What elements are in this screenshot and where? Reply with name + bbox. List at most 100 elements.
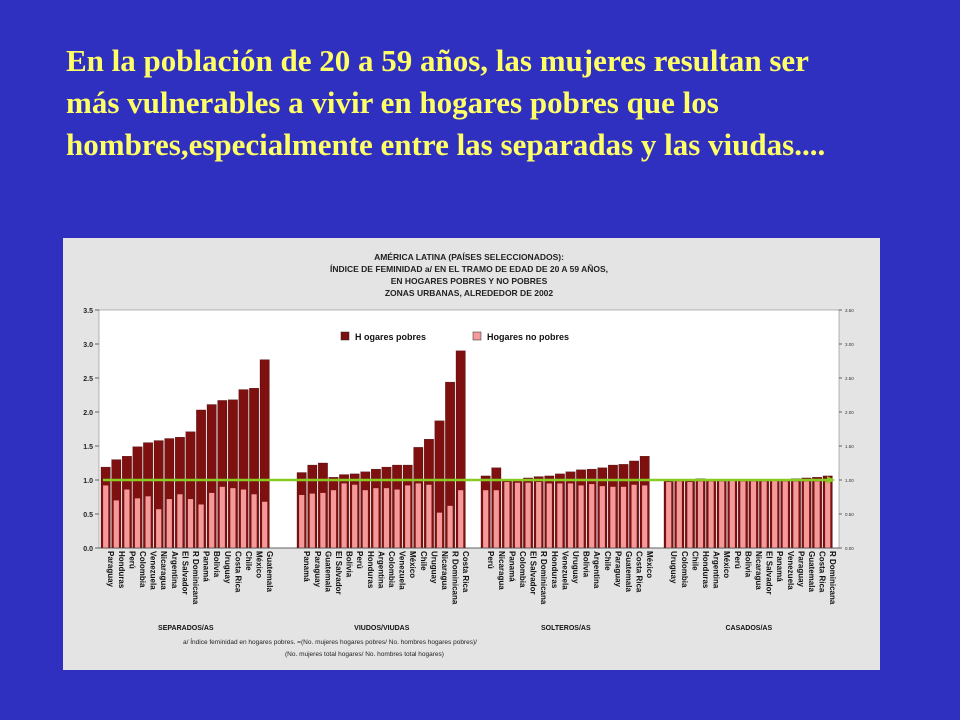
bar-nonpoor-1-3	[330, 490, 337, 548]
x-tick-label: El Salvador	[529, 551, 538, 595]
y-tick-label-left: 3.0	[83, 342, 93, 349]
x-tick-label: Paraguay	[796, 551, 805, 588]
bar-nonpoor-2-12	[610, 486, 616, 548]
x-tick-label: Guatemala	[807, 551, 816, 592]
bar-nonpoor-0-14	[251, 494, 257, 548]
x-tick-label: Paraguay	[313, 551, 322, 588]
reference-line-arrow	[827, 476, 835, 484]
x-tick-label: El Salvador	[334, 551, 343, 595]
x-tick-label: Perú	[355, 551, 364, 569]
x-tick-label: Argentina	[376, 551, 385, 589]
bar-nonpoor-2-6	[546, 483, 552, 548]
x-tick-label: Bolivia	[743, 551, 752, 578]
x-tick-label: Nicaragua	[754, 551, 763, 590]
y-tick-label-left: 2.0	[83, 410, 93, 417]
chart-title-line: ZONAS URBANAS, ALREDEDOR DE 2002	[385, 288, 554, 298]
x-tick-label: Venezuela	[786, 551, 795, 590]
bar-nonpoor-0-4	[145, 496, 151, 548]
x-tick-label: Bolivia	[345, 551, 354, 578]
bar-nonpoor-2-0	[483, 490, 489, 548]
x-tick-label: Nicaragua	[440, 551, 449, 590]
x-tick-label: Panamá	[507, 551, 516, 582]
bar-nonpoor-0-2	[124, 489, 130, 548]
x-tick-label: Uruguay	[223, 551, 232, 584]
bar-nonpoor-0-0	[103, 485, 109, 548]
chart-panel: AMÉRICA LATINA (PAÍSES SELECCIONADOS): ÍN…	[63, 238, 880, 670]
y-tick-label-right: 3.50	[845, 308, 854, 313]
group-label: SOLTEROS/AS	[541, 625, 591, 632]
bar-nonpoor-2-3	[514, 482, 521, 548]
legend-swatch-nonpoor	[472, 331, 482, 341]
bar-nonpoor-3-10	[772, 480, 778, 548]
bar-nonpoor-2-8	[567, 483, 574, 548]
x-tick-label: R Dominicana	[828, 551, 837, 605]
x-tick-label: Argentina	[592, 551, 601, 589]
x-tick-label: Bolivia	[582, 551, 591, 578]
x-tick-label: El Salvador	[180, 551, 189, 595]
legend-label-nonpoor: Hogares no pobres	[487, 332, 569, 342]
bar-nonpoor-1-13	[436, 512, 443, 548]
y-tick-label-left: 1.0	[83, 478, 93, 485]
bar-nonpoor-1-4	[341, 483, 347, 548]
bar-nonpoor-1-12	[426, 484, 432, 548]
bar-nonpoor-1-2	[320, 492, 326, 548]
bar-nonpoor-2-9	[578, 485, 584, 548]
bar-nonpoor-2-11	[599, 486, 605, 548]
bar-nonpoor-3-11	[782, 481, 788, 548]
x-tick-label: Panamá	[302, 551, 311, 582]
bar-nonpoor-1-10	[405, 485, 411, 548]
bar-nonpoor-3-5	[719, 481, 725, 548]
bar-nonpoor-2-5	[536, 482, 542, 548]
bar-nonpoor-3-12	[793, 481, 799, 548]
x-tick-label: México	[408, 551, 417, 578]
group-label: SEPARADOS/AS	[158, 625, 214, 632]
bar-nonpoor-1-1	[309, 493, 315, 548]
bar-nonpoor-2-4	[525, 482, 531, 548]
x-tick-label: Honduras	[701, 551, 710, 589]
x-tick-label: Honduras	[117, 551, 126, 589]
bar-nonpoor-1-0	[299, 494, 305, 548]
x-tick-label: Costa Rica	[461, 551, 470, 593]
x-tick-label: R Dominicana	[539, 551, 548, 605]
group-label: CASADOS/AS	[725, 625, 772, 632]
x-tick-label: Nicaragua	[159, 551, 168, 590]
bar-nonpoor-0-3	[134, 498, 141, 548]
bar-nonpoor-0-5	[156, 509, 162, 548]
bar-nonpoor-1-8	[383, 488, 390, 548]
bar-nonpoor-2-7	[557, 483, 563, 548]
bar-nonpoor-2-10	[589, 484, 595, 548]
bar-nonpoor-1-9	[394, 489, 400, 548]
bar-nonpoor-3-0	[666, 482, 672, 548]
x-tick-label: Venezuela	[149, 551, 158, 590]
legend-label-poor: H ogares pobres	[355, 332, 426, 342]
x-tick-label: Perú	[486, 551, 495, 569]
chart-title-line: AMÉRICA LATINA (PAÍSES SELECCIONADOS):	[374, 252, 564, 262]
x-tick-label: Perú	[733, 551, 742, 569]
x-tick-label: Panamá	[775, 551, 784, 582]
y-tick-label-right: 3.00	[845, 342, 854, 347]
x-tick-label: Paraguay	[106, 551, 115, 588]
bar-nonpoor-2-1	[493, 490, 499, 548]
legend-swatch-poor	[340, 331, 350, 341]
x-tick-label: Uruguay	[669, 551, 678, 584]
group-label: VIUDOS/VIUDAS	[354, 625, 410, 632]
bar-nonpoor-2-2	[504, 482, 510, 548]
x-tick-label: Panamá	[202, 551, 211, 582]
y-tick-label-right: 1.00	[845, 478, 854, 483]
x-tick-label: Uruguay	[571, 551, 580, 584]
x-tick-label: Uruguay	[429, 551, 438, 584]
y-tick-label-right: 0.50	[845, 512, 854, 517]
x-tick-label: Chile	[603, 551, 612, 571]
x-tick-label: Chile	[690, 551, 699, 571]
x-tick-label: México	[255, 551, 264, 578]
bar-nonpoor-3-8	[750, 481, 757, 548]
bar-nonpoor-0-11	[219, 486, 225, 548]
x-tick-label: El Salvador	[765, 551, 774, 595]
x-tick-label: Guatemala	[265, 551, 274, 592]
x-tick-label: Colombia	[138, 551, 147, 588]
x-tick-label: Guatemala	[323, 551, 332, 592]
x-tick-label: Colombia	[518, 551, 527, 588]
chart-title-line: EN HOGARES POBRES Y NO POBRES	[391, 276, 548, 286]
bar-nonpoor-3-7	[740, 481, 746, 548]
x-tick-label: Honduras	[366, 551, 375, 589]
